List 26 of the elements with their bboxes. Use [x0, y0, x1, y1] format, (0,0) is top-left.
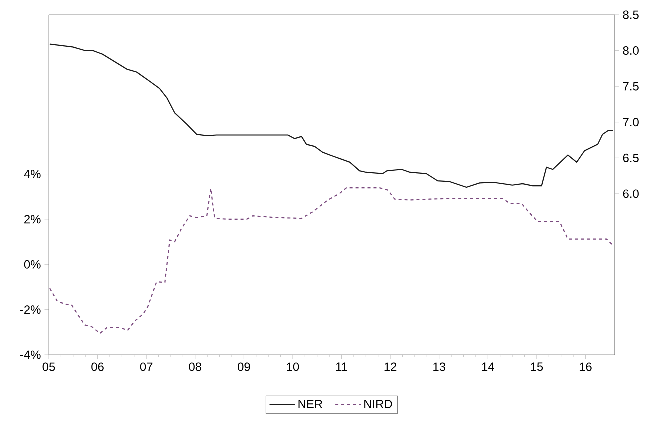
- y-tick-label: 2%: [24, 215, 41, 224]
- legend-label: NER: [298, 400, 322, 408]
- x-tick-label: 15: [531, 362, 544, 372]
- x-tick-label: 16: [580, 362, 592, 372]
- x-tick-label: 06: [92, 362, 104, 372]
- x-tick-label: 09: [238, 362, 250, 372]
- x-tick-label: 08: [189, 362, 202, 372]
- x-tick-label: 10: [287, 362, 300, 372]
- y2-tick-label: 8.0: [623, 46, 639, 56]
- y-tick-label: -4%: [20, 350, 41, 360]
- x-tick-label: 12: [384, 362, 397, 372]
- y-tick-label: 0%: [24, 260, 41, 269]
- x-tick-label: 13: [434, 362, 446, 372]
- y-tick-label: 4%: [24, 170, 41, 178]
- y-tick-label: -2%: [20, 306, 41, 314]
- x-tick-label: 05: [42, 362, 56, 372]
- y2-tick-label: 6.5: [623, 154, 639, 162]
- y2-tick-label: 7.0: [623, 118, 639, 127]
- x-tick-label: 07: [140, 362, 153, 372]
- x-tick-label: 14: [482, 362, 494, 371]
- y2-tick-label: 8.5: [623, 10, 639, 20]
- x-tick-label: 11: [336, 362, 348, 371]
- y2-tick-label: 6.0: [623, 190, 639, 198]
- line-series: [49, 187, 614, 334]
- legend-label: NIRD: [364, 400, 392, 408]
- y2-tick-label: 7.5: [623, 82, 639, 91]
